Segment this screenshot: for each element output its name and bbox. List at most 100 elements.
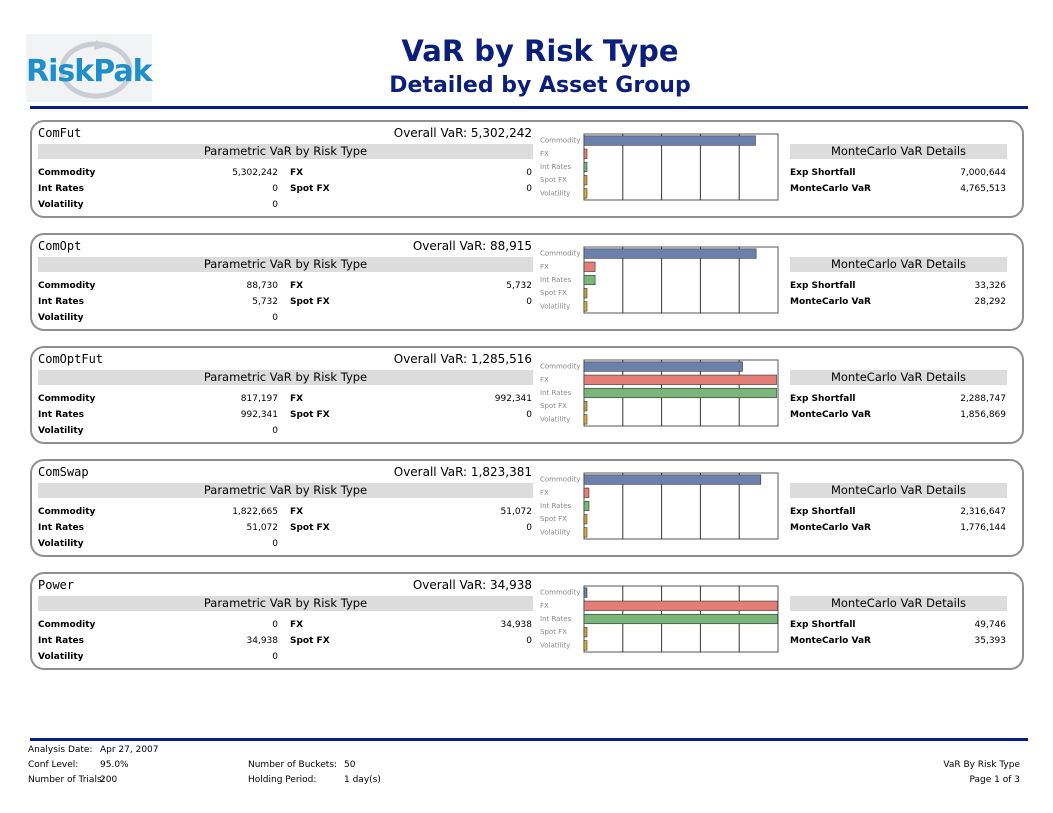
analysis-date-value: Apr 27, 2007 <box>100 745 159 755</box>
category-label: Int Rates <box>540 163 572 171</box>
asset-group-name: ComOpt <box>38 239 82 253</box>
overall-var-value: 88,915 <box>490 239 532 253</box>
int-rates-label: Int Rates <box>38 636 84 646</box>
parametric-header-label: Parametric VaR by Risk Type <box>203 257 368 271</box>
commodity-label: Commodity <box>38 394 96 404</box>
bar-commodity <box>583 135 756 146</box>
montecarlo-var-label: MonteCarlo VaR <box>790 184 871 194</box>
spot-fx-value: 0 <box>526 410 532 420</box>
conf-level-value: 95.0% <box>100 760 129 770</box>
spot-fx-label: Spot FX <box>290 523 330 533</box>
montecarlo-var-value: 1,776,144 <box>960 523 1006 533</box>
montecarlo-var-value: 28,292 <box>974 297 1007 307</box>
category-label: Commodity <box>540 250 580 258</box>
overall-var-label: Overall VaR: <box>412 578 487 592</box>
overall-var: Overall VaR: 5,302,242 <box>380 126 532 140</box>
conf-level-label: Conf Level: <box>28 760 79 770</box>
spot-fx-value: 0 <box>526 297 532 307</box>
commodity-value: 88,730 <box>246 281 279 291</box>
fx-label: FX <box>290 281 304 291</box>
num-buckets-value: 50 <box>344 760 356 770</box>
spot-fx-value: 0 <box>526 636 532 646</box>
bar-fx <box>583 600 778 611</box>
spot-fx-label: Spot FX <box>290 184 330 194</box>
exp-shortfall-label: Exp Shortfall <box>790 620 856 630</box>
int-rates-label: Int Rates <box>38 297 84 307</box>
bar-spot-fx <box>583 514 588 525</box>
category-label: Volatility <box>540 641 570 649</box>
asset-group-panel: Power Overall VaR: 34,938 Parametric VaR… <box>30 572 1024 670</box>
footer-rule <box>30 738 1028 741</box>
commodity-value: 1,822,665 <box>232 507 278 517</box>
bar-volatility <box>583 414 588 425</box>
var-bar-chart: Commodity FX Int Rates Spot FX Volatility <box>538 471 782 543</box>
exp-shortfall-label: Exp Shortfall <box>790 507 856 517</box>
bar-fx <box>583 374 777 385</box>
montecarlo-header-label: MonteCarlo VaR Details <box>830 144 967 158</box>
overall-var-label: Overall VaR: <box>393 352 468 366</box>
exp-shortfall-value: 2,288,747 <box>960 394 1006 404</box>
volatility-label: Volatility <box>38 200 84 210</box>
parametric-header-label: Parametric VaR by Risk Type <box>203 370 368 384</box>
var-bar-chart: Commodity FX Int Rates Spot FX Volatility <box>538 132 782 204</box>
bar-fx <box>583 261 596 272</box>
bar-int-rates <box>583 274 596 286</box>
bar-fx <box>583 487 590 498</box>
bar-volatility <box>583 188 588 199</box>
report-subtitle: Detailed by Asset Group <box>389 73 691 98</box>
volatility-value: 0 <box>272 313 278 323</box>
analysis-date-label: Analysis Date: <box>28 745 93 755</box>
asset-group-panel: ComOptFut Overall VaR: 1,285,516 Paramet… <box>30 346 1024 444</box>
bar-commodity <box>583 587 588 598</box>
montecarlo-header-label: MonteCarlo VaR Details <box>830 596 967 610</box>
num-trials-label: Number of Trials: <box>28 775 105 785</box>
overall-var: Overall VaR: 1,823,381 <box>380 465 532 479</box>
bar-int-rates <box>583 161 588 173</box>
volatility-label: Volatility <box>38 539 84 549</box>
bar-commodity <box>583 248 757 259</box>
fx-label: FX <box>290 394 304 404</box>
bar-fx <box>583 148 588 159</box>
int-rates-value: 0 <box>272 184 278 194</box>
report-name: VaR By Risk Type <box>943 760 1020 770</box>
parametric-header: Parametric VaR by Risk Type <box>38 370 533 385</box>
asset-group-panel: ComOpt Overall VaR: 88,915 Parametric Va… <box>30 233 1024 331</box>
bar-commodity <box>583 361 743 372</box>
exp-shortfall-label: Exp Shortfall <box>790 168 856 178</box>
var-bar-chart: Commodity FX Int Rates Spot FX Volatility <box>538 584 782 656</box>
category-label: Volatility <box>540 415 570 423</box>
volatility-value: 0 <box>272 426 278 436</box>
bar-int-rates <box>583 387 777 399</box>
category-label: FX <box>540 489 549 497</box>
montecarlo-var-value: 4,765,513 <box>960 184 1006 194</box>
int-rates-value: 5,732 <box>252 297 278 307</box>
category-label: Int Rates <box>540 502 572 510</box>
asset-group-name: ComSwap <box>38 465 89 479</box>
int-rates-label: Int Rates <box>38 523 84 533</box>
category-label: Commodity <box>540 589 580 597</box>
montecarlo-header: MonteCarlo VaR Details <box>790 596 1007 611</box>
category-label: Volatility <box>540 302 570 310</box>
category-label: FX <box>540 602 549 610</box>
holding-period-value: 1 day(s) <box>344 775 381 785</box>
overall-var-value: 5,302,242 <box>470 126 532 140</box>
category-label: FX <box>540 376 549 384</box>
overall-var-value: 34,938 <box>490 578 532 592</box>
category-label: Commodity <box>540 137 580 145</box>
category-label: FX <box>540 150 549 158</box>
bar-chart-svg: Commodity FX Int Rates Spot FX Volatility <box>540 359 779 427</box>
num-trials-value: 200 <box>100 775 118 785</box>
exp-shortfall-value: 2,316,647 <box>960 507 1006 517</box>
commodity-value: 817,197 <box>240 394 278 404</box>
volatility-label: Volatility <box>38 426 84 436</box>
bar-int-rates <box>583 613 778 625</box>
parametric-header: Parametric VaR by Risk Type <box>38 144 533 159</box>
bar-commodity <box>583 474 762 485</box>
holding-period-label: Holding Period: <box>248 775 317 785</box>
fx-value: 51,072 <box>500 507 533 517</box>
bar-volatility <box>583 640 588 651</box>
category-label: Spot FX <box>540 289 567 297</box>
category-label: Commodity <box>540 363 580 371</box>
montecarlo-header-label: MonteCarlo VaR Details <box>830 483 967 497</box>
category-label: Spot FX <box>540 628 567 636</box>
